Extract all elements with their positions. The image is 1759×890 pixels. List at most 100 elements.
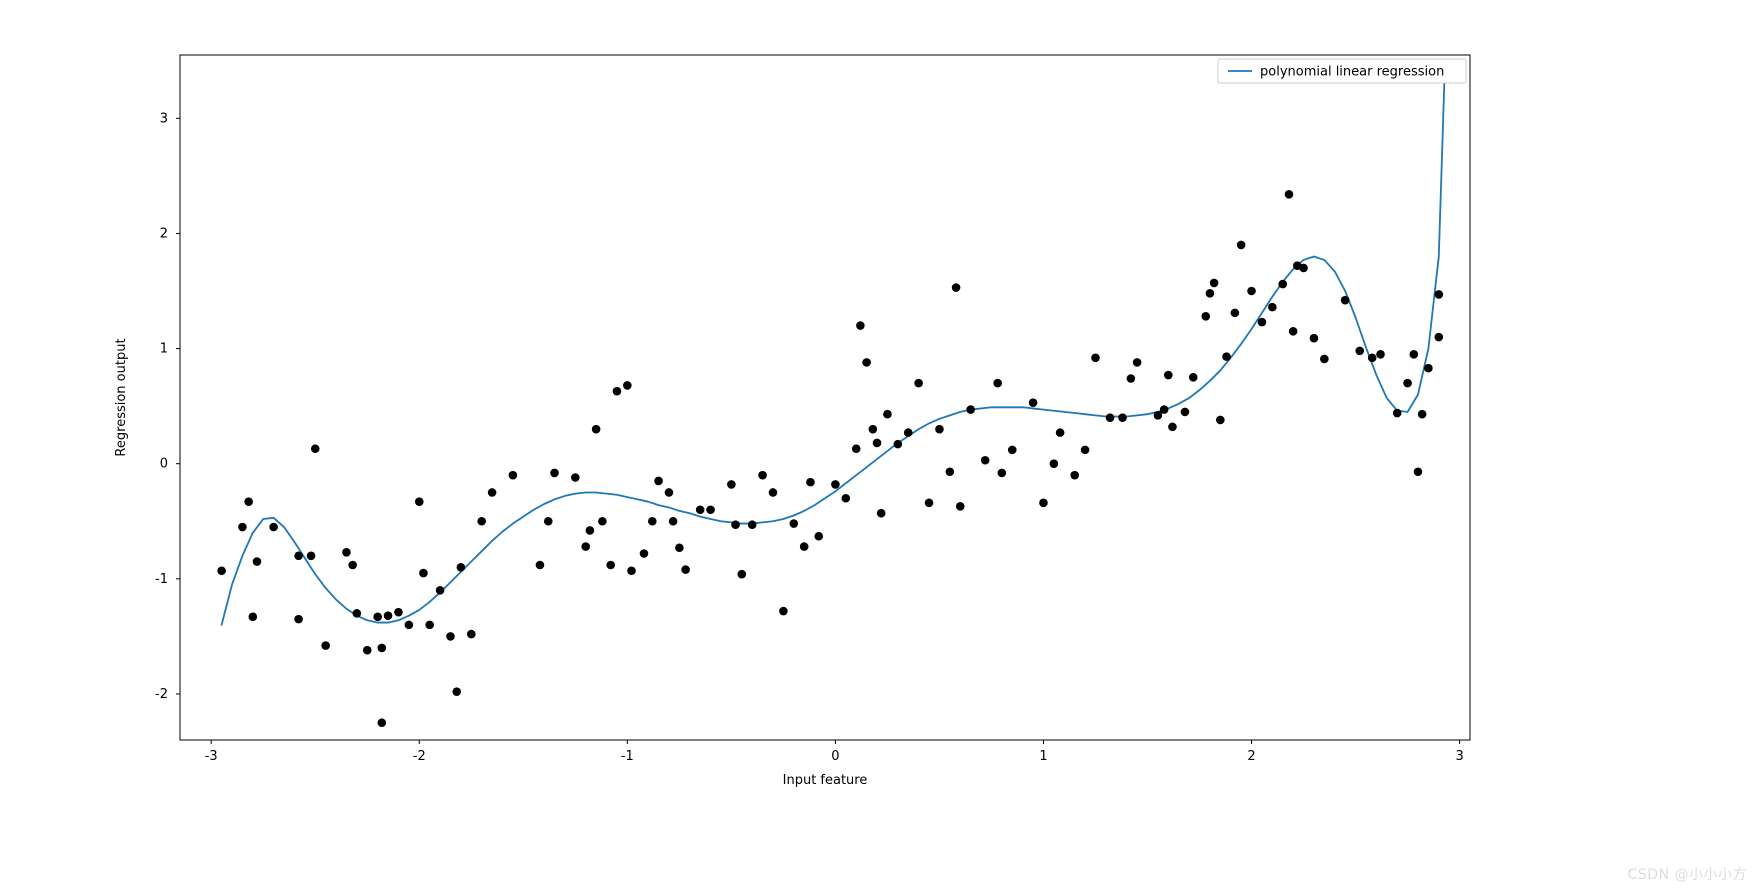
scatter-point bbox=[737, 570, 746, 579]
scatter-point bbox=[353, 609, 362, 618]
scatter-point bbox=[1434, 333, 1443, 342]
scatter-point bbox=[1168, 423, 1177, 432]
scatter-point bbox=[321, 641, 330, 650]
scatter-point bbox=[457, 563, 466, 572]
scatter-point bbox=[648, 517, 657, 526]
x-tick-label: -1 bbox=[621, 749, 634, 764]
scatter-point bbox=[1414, 467, 1423, 476]
scatter-point bbox=[1289, 327, 1298, 336]
scatter-point bbox=[862, 358, 871, 367]
scatter-point bbox=[869, 425, 878, 434]
watermark-text: CSDN @小小小方 bbox=[1628, 864, 1747, 884]
x-tick-label: 0 bbox=[831, 749, 839, 764]
scatter-point bbox=[1237, 241, 1246, 250]
scatter-point bbox=[294, 552, 303, 561]
scatter-point bbox=[1299, 264, 1308, 273]
scatter-point bbox=[307, 552, 316, 561]
scatter-point bbox=[877, 509, 886, 518]
scatter-point bbox=[550, 469, 559, 478]
x-tick-label: -3 bbox=[205, 749, 218, 764]
scatter-point bbox=[363, 646, 372, 655]
scatter-point bbox=[606, 561, 615, 570]
scatter-point bbox=[883, 410, 892, 419]
scatter-point bbox=[1320, 355, 1329, 364]
scatter-point bbox=[394, 608, 403, 617]
scatter-point bbox=[249, 613, 258, 622]
scatter-point bbox=[269, 523, 278, 532]
scatter-point bbox=[1206, 289, 1215, 298]
scatter-point bbox=[706, 505, 715, 514]
scatter-point bbox=[1181, 408, 1190, 417]
scatter-point bbox=[623, 381, 632, 390]
scatter-point bbox=[1310, 334, 1319, 343]
scatter-point bbox=[598, 517, 607, 526]
scatter-point bbox=[640, 549, 649, 558]
scatter-point bbox=[1160, 405, 1169, 414]
scatter-point bbox=[627, 566, 636, 575]
scatter-point bbox=[800, 542, 809, 551]
scatter-point bbox=[696, 505, 705, 514]
scatter-point bbox=[779, 607, 788, 616]
scatter-point bbox=[814, 532, 823, 541]
x-axis-label: Input feature bbox=[783, 773, 868, 788]
scatter-point bbox=[727, 480, 736, 489]
scatter-point bbox=[253, 557, 262, 566]
scatter-point bbox=[769, 488, 778, 497]
y-tick-label: -1 bbox=[155, 572, 168, 587]
x-tick-label: 3 bbox=[1455, 749, 1463, 764]
scatter-point bbox=[446, 632, 455, 641]
scatter-point bbox=[789, 519, 798, 528]
scatter-point bbox=[1434, 290, 1443, 299]
scatter-point bbox=[436, 586, 445, 595]
scatter-point bbox=[488, 488, 497, 497]
scatter-point bbox=[384, 611, 393, 620]
scatter-point bbox=[509, 471, 518, 480]
chart-container: -3-2-10123-2-10123Input featureRegressio… bbox=[0, 0, 1759, 890]
scatter-point bbox=[806, 478, 815, 487]
y-tick-label: 0 bbox=[160, 457, 168, 472]
scatter-point bbox=[993, 379, 1002, 388]
scatter-point bbox=[1056, 428, 1065, 437]
scatter-point bbox=[544, 517, 553, 526]
scatter-point bbox=[842, 494, 851, 503]
y-tick-label: -2 bbox=[155, 687, 168, 702]
scatter-point bbox=[467, 630, 476, 639]
scatter-point bbox=[419, 569, 428, 578]
scatter-point bbox=[536, 561, 545, 570]
scatter-point bbox=[914, 379, 923, 388]
scatter-point bbox=[1081, 446, 1090, 455]
scatter-point bbox=[586, 526, 595, 535]
y-tick-label: 3 bbox=[160, 111, 168, 126]
scatter-point bbox=[1278, 280, 1287, 289]
scatter-point bbox=[415, 497, 424, 506]
scatter-point bbox=[1393, 409, 1402, 418]
scatter-point bbox=[1008, 446, 1017, 455]
scatter-point bbox=[1403, 379, 1412, 388]
scatter-point bbox=[748, 520, 757, 529]
scatter-point bbox=[1424, 364, 1433, 373]
scatter-point bbox=[477, 517, 486, 526]
scatter-point bbox=[1189, 373, 1198, 382]
scatter-point bbox=[373, 613, 382, 622]
scatter-point bbox=[571, 473, 580, 482]
scatter-point bbox=[831, 480, 840, 489]
scatter-point bbox=[1222, 352, 1231, 361]
scatter-point bbox=[758, 471, 767, 480]
scatter-point bbox=[1039, 499, 1048, 508]
scatter-point bbox=[681, 565, 690, 574]
scatter-point bbox=[1355, 347, 1364, 356]
scatter-point bbox=[217, 566, 226, 575]
legend: polynomial linear regression bbox=[1218, 59, 1466, 83]
scatter-point bbox=[1164, 371, 1173, 380]
scatter-point bbox=[244, 497, 253, 506]
scatter-point bbox=[1418, 410, 1427, 419]
scatter-point bbox=[311, 444, 320, 453]
scatter-point bbox=[904, 428, 913, 437]
scatter-point bbox=[1050, 459, 1059, 468]
scatter-point bbox=[1247, 287, 1256, 296]
scatter-point bbox=[1201, 312, 1210, 321]
scatter-point bbox=[998, 469, 1007, 478]
scatter-point bbox=[1091, 353, 1100, 362]
scatter-point bbox=[342, 548, 351, 557]
scatter-point bbox=[1133, 358, 1142, 367]
